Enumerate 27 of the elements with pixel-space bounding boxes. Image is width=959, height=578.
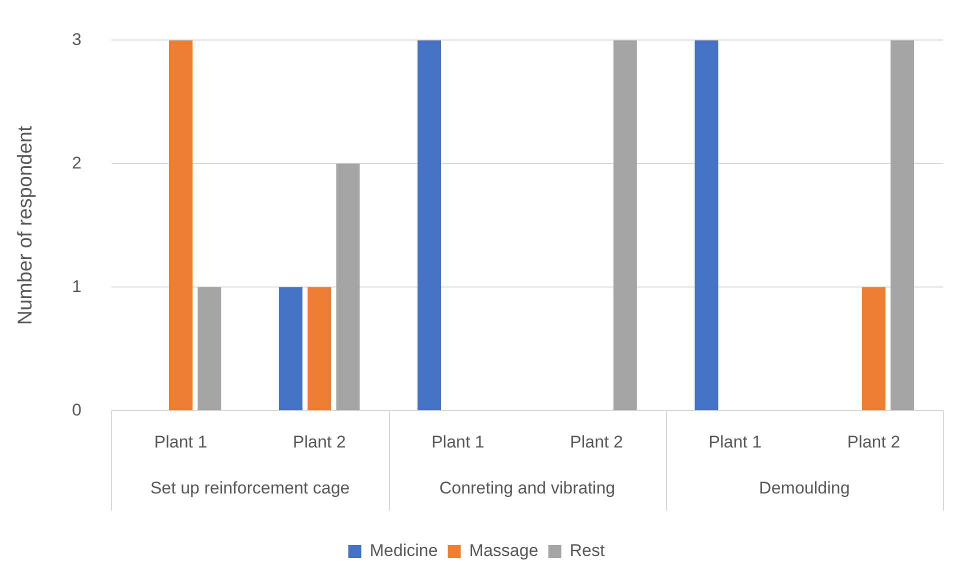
bar	[418, 40, 442, 410]
legend-label: Massage	[469, 541, 538, 560]
bar	[613, 40, 637, 410]
bar	[890, 40, 914, 410]
x-tick-label: Plant 2	[847, 432, 900, 452]
bar	[198, 287, 222, 410]
x-tick-label: Plant 1	[708, 432, 762, 452]
y-tick-label: 1	[72, 276, 82, 296]
bar	[694, 40, 718, 410]
bar	[862, 287, 886, 410]
y-axis-title: Number of respondent	[14, 125, 37, 325]
y-tick-label: 0	[72, 400, 82, 420]
y-tick-label: 3	[72, 30, 82, 49]
x-tick-label: Plant 1	[154, 432, 208, 452]
text: Conreting and vibrating	[439, 478, 616, 498]
bar	[308, 287, 332, 410]
bar	[336, 164, 360, 410]
text: Demoulding	[759, 478, 850, 498]
x-tick-label: Plant 2	[570, 432, 623, 452]
x-tick-label: Plant 2	[292, 432, 346, 452]
bar	[278, 287, 302, 410]
bar	[169, 40, 192, 410]
text: Set up reinforcement cage	[150, 478, 350, 498]
legend-label: Rest	[570, 541, 606, 560]
legend-label: Medicine	[370, 541, 438, 560]
y-tick-label: 2	[72, 153, 82, 172]
x-tick-label: Plant 1	[431, 432, 484, 452]
